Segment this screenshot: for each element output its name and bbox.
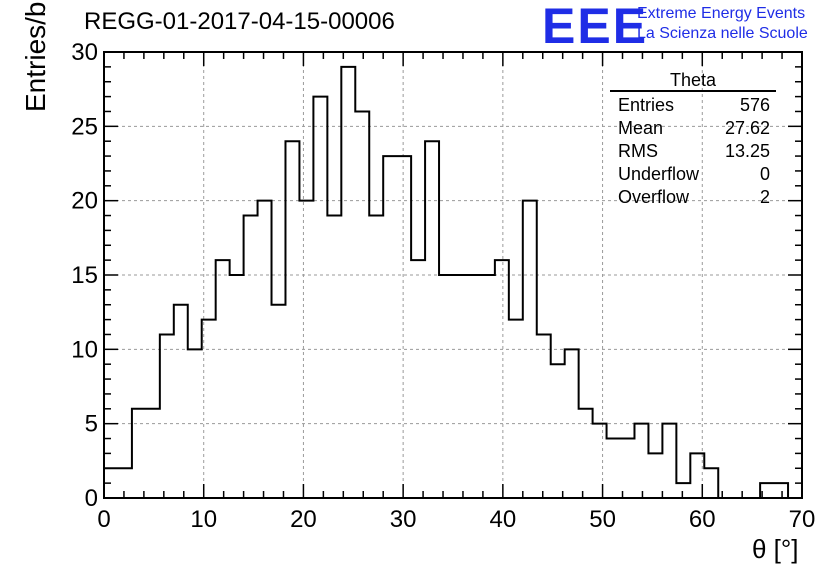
x-tick-label: 0 — [97, 506, 110, 533]
stats-row-mean: Mean 27.62 — [610, 117, 776, 140]
stats-label: Overflow — [618, 187, 690, 207]
x-tick-label: 30 — [390, 506, 417, 533]
histogram-bin — [355, 111, 369, 498]
stats-value: 27.62 — [724, 118, 770, 138]
histogram-bin — [160, 334, 174, 498]
x-axis-label: θ [°] — [752, 534, 799, 564]
histogram-bin — [272, 305, 286, 498]
y-tick-label: 15 — [71, 262, 98, 289]
histogram-bin — [453, 275, 467, 498]
stats-value: 0 — [759, 164, 770, 184]
stats-row-entries: Entries 576 — [610, 94, 776, 117]
histogram-bin — [634, 424, 648, 498]
histogram-bin — [146, 409, 160, 498]
histogram-bin — [662, 424, 676, 498]
histogram-bin — [551, 364, 565, 498]
y-tick-label: 0 — [85, 485, 98, 512]
histogram-bin — [313, 97, 327, 498]
histogram-bin — [607, 439, 621, 498]
stats-title: Theta — [610, 70, 776, 92]
histogram-bin — [537, 334, 551, 498]
histogram-bin — [565, 349, 579, 498]
histogram-bin — [174, 305, 188, 498]
histogram-bin — [704, 468, 718, 498]
histogram-bin — [327, 216, 341, 498]
x-tick-label: 50 — [589, 506, 616, 533]
histogram-bin — [299, 201, 313, 498]
x-tick-label: 10 — [190, 506, 217, 533]
logo-caption-line2: La Scienza nelle Scuole — [637, 25, 808, 42]
stats-value: 13.25 — [724, 141, 770, 161]
histogram-bin — [676, 483, 690, 498]
histogram-bin — [481, 275, 495, 498]
x-tick-label: 60 — [689, 506, 716, 533]
y-axis-label: Entries/bin — [20, 0, 51, 112]
histogram-bin — [411, 260, 425, 498]
histogram-bin — [258, 201, 272, 498]
histogram-bin — [216, 260, 230, 498]
y-tick-label: 20 — [71, 188, 98, 215]
stats-label: RMS — [618, 141, 658, 161]
x-tick-label: 40 — [490, 506, 517, 533]
eee-logo: EEE — [542, 0, 649, 54]
x-tick-label: 70 — [789, 506, 816, 533]
stats-label: Entries — [618, 95, 675, 115]
histogram-bin — [425, 141, 439, 498]
histogram-bin — [397, 156, 411, 498]
histogram-bin — [593, 424, 607, 498]
histogram-bin — [202, 320, 216, 498]
x-tick-label: 20 — [290, 506, 317, 533]
histogram-bin — [579, 409, 593, 498]
logo-caption: Extreme Energy Events La Scienza nelle S… — [637, 4, 808, 44]
histogram-bin — [621, 439, 635, 498]
y-tick-label: 10 — [71, 336, 98, 363]
histogram-bin — [509, 320, 523, 498]
stats-label: Underflow — [618, 164, 700, 184]
chart-title: REGG-01-2017-04-15-00006 — [84, 8, 395, 35]
stats-label: Mean — [618, 118, 664, 138]
stats-box: Theta Entries 576 Mean 27.62 RMS 13.25 U… — [610, 70, 776, 209]
y-tick-label: 25 — [71, 113, 98, 140]
stats-row-rms: RMS 13.25 — [610, 140, 776, 163]
histogram-bin — [132, 409, 146, 498]
histogram-bin — [467, 275, 481, 498]
histogram-bin — [439, 275, 453, 498]
histogram-bin — [383, 156, 397, 498]
histogram-bin — [369, 216, 383, 498]
histogram-bin — [341, 67, 355, 498]
stats-value: 2 — [759, 187, 770, 207]
logo-caption-line1: Extreme Energy Events — [637, 5, 806, 22]
histogram-bin — [285, 141, 299, 498]
stats-row-overflow: Overflow 2 — [610, 186, 776, 209]
stats-row-underflow: Underflow 0 — [610, 163, 776, 186]
y-tick-label: 30 — [71, 39, 98, 66]
histogram-bin — [118, 468, 132, 498]
histogram-bin — [230, 275, 244, 498]
histogram-series — [104, 65, 802, 499]
histogram-bin — [495, 260, 509, 498]
histogram-bin — [188, 349, 202, 498]
histogram-bin — [523, 201, 537, 498]
histogram-bin — [774, 483, 788, 498]
histogram-bin — [648, 453, 662, 498]
y-tick-label: 5 — [85, 411, 98, 438]
stats-value: 576 — [739, 95, 770, 115]
histogram-bin — [244, 216, 258, 498]
